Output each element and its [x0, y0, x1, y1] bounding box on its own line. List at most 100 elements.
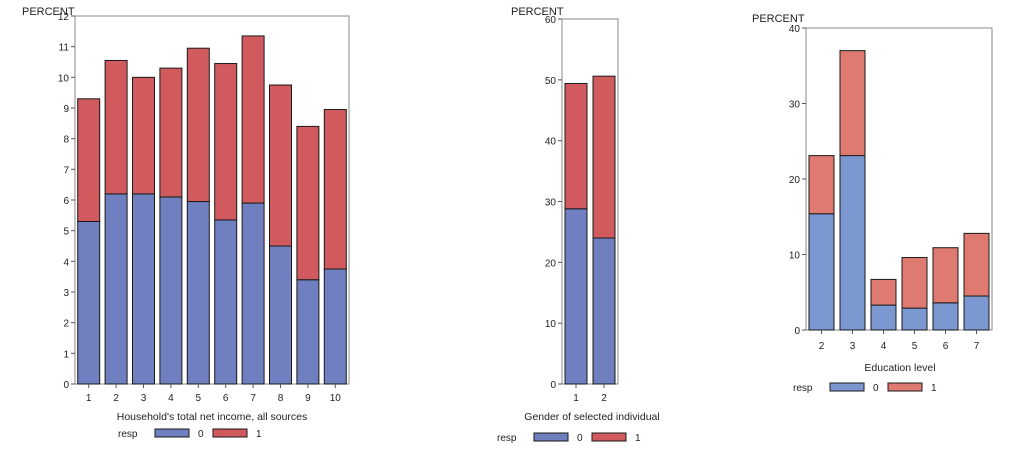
- bar-segment-resp-0: [241, 202, 265, 385]
- x-tick-label: 6: [223, 393, 229, 404]
- y-axis-label: PERCENT: [752, 13, 805, 25]
- bar-segment-resp-1: [77, 98, 101, 222]
- legend-swatch-resp-1: [591, 432, 627, 442]
- x-axis-label: Gender of selected individual: [524, 411, 659, 423]
- bar-segment-resp-1: [870, 278, 897, 306]
- y-tick-label: 9: [63, 104, 69, 115]
- bar-segment-resp-1: [808, 155, 835, 215]
- y-tick-label: 5: [63, 227, 69, 238]
- bar-segment-resp-1: [269, 84, 292, 247]
- bar-segment-resp-0: [808, 213, 835, 331]
- y-tick-label: 2: [63, 319, 69, 330]
- bar-segment-resp-0: [323, 268, 347, 385]
- x-axis-label: Household's total net income, all source…: [117, 411, 308, 423]
- y-tick-label: 40: [789, 24, 801, 35]
- y-tick-label: 50: [545, 76, 557, 87]
- bar-segment-resp-0: [296, 279, 320, 385]
- x-tick-label: 1: [573, 393, 579, 404]
- bar-segment-resp-0: [932, 302, 959, 331]
- bar-segment-resp-1: [186, 47, 210, 203]
- bar-segment-resp-1: [104, 59, 128, 195]
- y-axis-label: PERCENT: [511, 6, 564, 18]
- bar-segment-resp-0: [132, 193, 155, 385]
- legend-swatch-resp-0: [154, 428, 190, 438]
- bar-segment-resp-0: [104, 193, 128, 385]
- y-tick-label: 10: [545, 319, 557, 330]
- y-tick-label: 20: [545, 258, 557, 269]
- bar-segment-resp-1: [564, 82, 588, 210]
- bar-segment-resp-0: [592, 237, 616, 385]
- y-tick-label: 10: [789, 251, 801, 262]
- x-tick-label: 9: [305, 393, 311, 404]
- legend-title: resp: [793, 383, 813, 394]
- legend-entry-label: 1: [635, 433, 641, 444]
- y-tick-label: 30: [545, 198, 557, 209]
- legend-title: resp: [118, 429, 138, 440]
- bar-segment-resp-0: [901, 307, 928, 331]
- y-tick-label: 3: [63, 288, 69, 299]
- bar-segment-resp-1: [296, 125, 320, 281]
- x-tick-label: 7: [974, 341, 980, 352]
- y-tick-label: 0: [794, 326, 800, 337]
- bar-segment-resp-1: [323, 109, 347, 270]
- bar-segment-resp-1: [932, 247, 959, 304]
- y-axis-label: PERCENT: [22, 6, 75, 18]
- bar-segment-resp-0: [77, 220, 101, 385]
- legend-swatch-resp-0: [533, 432, 569, 442]
- bar-segment-resp-1: [592, 75, 616, 239]
- legend: resp 0 1: [793, 382, 937, 394]
- y-tick-label: 0: [63, 380, 69, 391]
- y-tick-label: 0: [550, 380, 556, 391]
- bar-segment-resp-1: [214, 63, 238, 221]
- x-tick-label: 2: [601, 393, 607, 404]
- y-tick-label: 4: [63, 257, 69, 268]
- y-tick-label: 10: [58, 73, 70, 84]
- x-tick-label: 4: [881, 341, 887, 352]
- legend: resp 0 1: [118, 428, 262, 440]
- bar-segment-resp-1: [132, 76, 155, 195]
- x-tick-label: 7: [250, 393, 256, 404]
- legend-entry-label: 0: [198, 429, 204, 440]
- legend-entry-label: 0: [873, 383, 879, 394]
- legend-swatch-resp-1: [212, 428, 248, 438]
- x-tick-label: 4: [168, 393, 174, 404]
- legend-entry-label: 1: [256, 429, 262, 440]
- x-tick-label: 10: [330, 393, 342, 404]
- x-tick-label: 5: [912, 341, 918, 352]
- x-tick-label: 3: [850, 341, 856, 352]
- x-tick-label: 8: [278, 393, 284, 404]
- bar-segment-resp-1: [901, 257, 928, 309]
- y-tick-label: 6: [63, 196, 69, 207]
- x-tick-label: 2: [113, 393, 119, 404]
- legend-entry-label: 0: [577, 433, 583, 444]
- x-tick-label: 2: [819, 341, 825, 352]
- y-tick-label: 11: [59, 43, 70, 54]
- x-axis-label: Education level: [864, 362, 935, 374]
- x-tick-label: 5: [196, 393, 202, 404]
- x-tick-label: 3: [141, 393, 147, 404]
- bar-segment-resp-1: [159, 67, 183, 198]
- legend-swatch-resp-1: [887, 382, 923, 392]
- bar-segment-resp-0: [564, 208, 588, 385]
- y-tick-label: 1: [63, 349, 69, 360]
- y-tick-label: 40: [545, 137, 557, 148]
- y-tick-label: 20: [789, 175, 801, 186]
- legend-entry-label: 1: [931, 383, 937, 394]
- legend-swatch-resp-0: [829, 382, 865, 392]
- bar-segment-resp-0: [186, 201, 210, 385]
- legend-title: resp: [497, 433, 517, 444]
- y-tick-label: 7: [63, 165, 69, 176]
- bar-segment-resp-0: [269, 245, 292, 385]
- bar-segment-resp-1: [839, 50, 866, 157]
- bar-segment-resp-1: [963, 232, 990, 297]
- bar-segment-resp-0: [870, 304, 897, 331]
- x-tick-label: 1: [86, 393, 92, 404]
- bar-segment-resp-1: [241, 35, 265, 204]
- y-tick-label: 8: [63, 135, 69, 146]
- bar-segment-resp-0: [963, 295, 990, 331]
- bar-segment-resp-0: [214, 219, 238, 385]
- y-tick-label: 12: [58, 12, 70, 23]
